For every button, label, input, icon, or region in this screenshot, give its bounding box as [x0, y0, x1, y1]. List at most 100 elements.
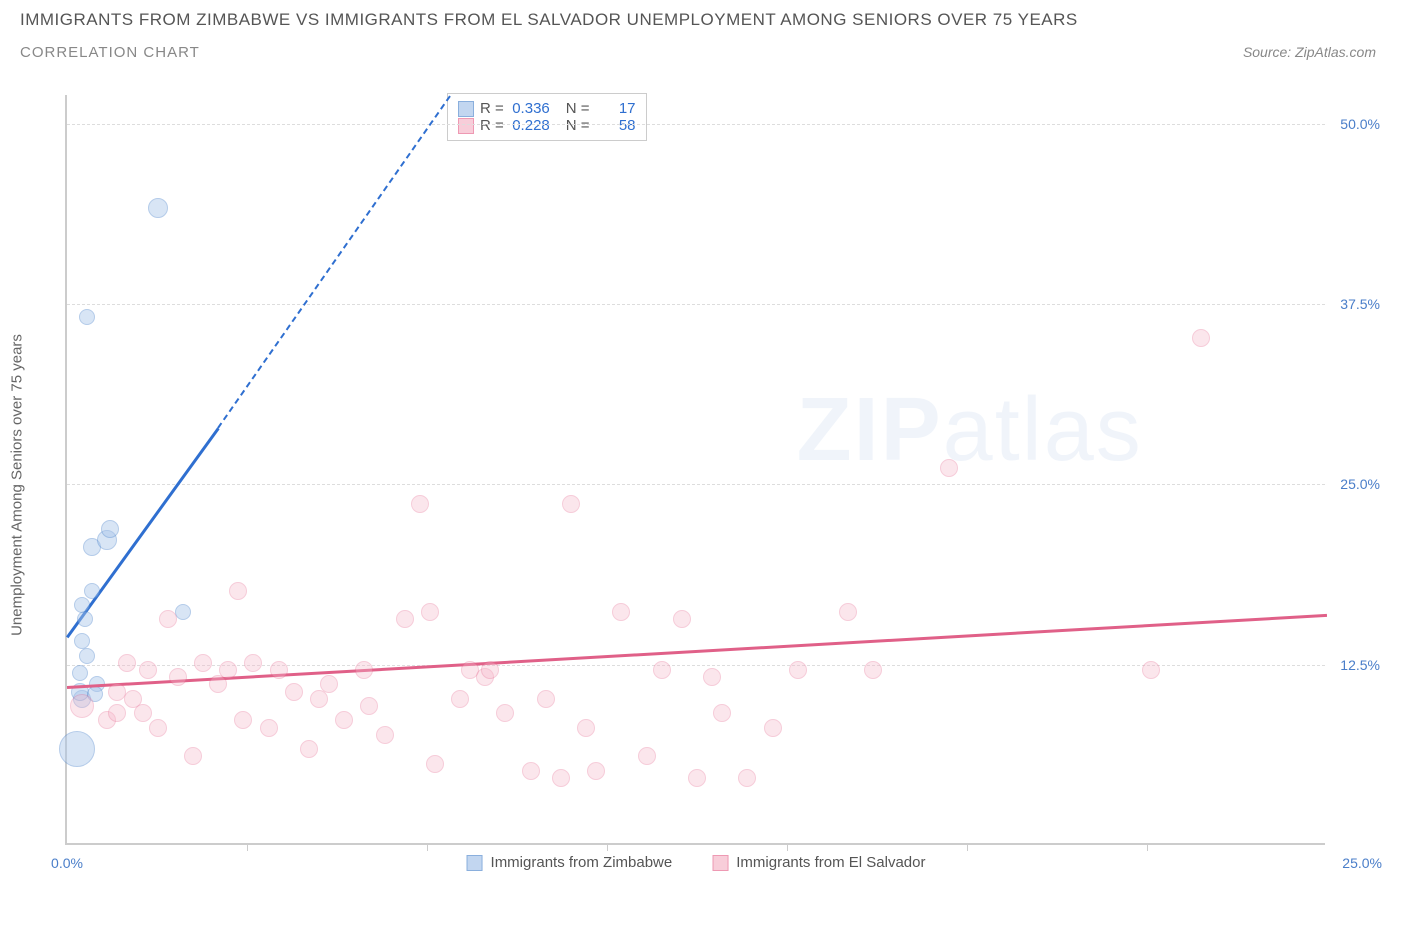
legend-r-label: R = — [480, 100, 504, 117]
data-point — [79, 648, 95, 664]
subtitle-row: CORRELATION CHART Source: ZipAtlas.com — [20, 44, 1386, 61]
data-point — [764, 719, 782, 737]
data-point — [562, 495, 580, 513]
source-name: ZipAtlas.com — [1295, 44, 1376, 60]
data-point — [70, 694, 94, 718]
watermark-atlas: atlas — [943, 380, 1143, 480]
data-point — [537, 690, 555, 708]
data-point — [940, 459, 958, 477]
chart-area: Unemployment Among Seniors over 75 years… — [65, 95, 1385, 875]
legend-n-label: N = — [566, 100, 590, 117]
x-tick — [967, 843, 968, 851]
data-point — [335, 711, 353, 729]
data-point — [713, 704, 731, 722]
x-tick — [427, 843, 428, 851]
data-point — [421, 603, 439, 621]
data-point — [360, 697, 378, 715]
gridline — [67, 484, 1325, 485]
x-tick — [787, 843, 788, 851]
data-point — [169, 668, 187, 686]
gridline — [67, 304, 1325, 305]
data-point — [577, 719, 595, 737]
data-point — [260, 719, 278, 737]
y-tick-label: 37.5% — [1330, 296, 1380, 312]
scatter-plot: ZIPatlas R =0.336N =17R =0.228N =58 Immi… — [65, 95, 1325, 845]
x-tick-label: 0.0% — [51, 855, 83, 871]
data-point — [426, 755, 444, 773]
data-point — [522, 762, 540, 780]
data-point — [839, 603, 857, 621]
legend-swatch — [458, 118, 474, 134]
series-legend: Immigrants from Zimbabwe Immigrants from … — [467, 854, 926, 871]
series-name: Immigrants from El Salvador — [736, 854, 925, 871]
legend-n-label: N = — [566, 117, 590, 134]
data-point — [587, 762, 605, 780]
source-prefix: Source: — [1243, 44, 1295, 60]
data-point — [703, 668, 721, 686]
data-point — [673, 610, 691, 628]
gridline — [67, 124, 1325, 125]
data-point — [552, 769, 570, 787]
data-point — [285, 683, 303, 701]
stats-legend: R = 0.336 N = 17 R = 0.228 N = 58 — [447, 93, 647, 141]
data-point — [300, 740, 318, 758]
chart-header: IMMIGRANTS FROM ZIMBABWE VS IMMIGRANTS F… — [0, 0, 1406, 61]
data-point — [148, 198, 168, 218]
stats-legend-row: R = 0.228 N = 58 — [458, 117, 636, 134]
data-point — [74, 597, 90, 613]
data-point — [159, 610, 177, 628]
series-name: Immigrants from Zimbabwe — [491, 854, 673, 871]
data-point — [1192, 329, 1210, 347]
data-point — [108, 704, 126, 722]
data-point — [108, 683, 126, 701]
data-point — [376, 726, 394, 744]
legend-n-value: 58 — [596, 117, 636, 134]
data-point — [738, 769, 756, 787]
data-point — [84, 583, 100, 599]
data-point — [72, 665, 88, 681]
chart-title: IMMIGRANTS FROM ZIMBABWE VS IMMIGRANTS F… — [20, 10, 1386, 30]
series-legend-item: Immigrants from El Salvador — [712, 854, 925, 871]
data-point — [270, 661, 288, 679]
data-point — [1142, 661, 1160, 679]
x-tick — [1147, 843, 1148, 851]
data-point — [134, 704, 152, 722]
data-point — [219, 661, 237, 679]
data-point — [234, 711, 252, 729]
legend-swatch — [467, 855, 483, 871]
x-tick — [247, 843, 248, 851]
legend-r-value: 0.228 — [510, 117, 550, 134]
watermark-zip: ZIP — [797, 380, 943, 480]
legend-n-value: 17 — [596, 100, 636, 117]
legend-swatch — [712, 855, 728, 871]
data-point — [175, 604, 191, 620]
data-point — [612, 603, 630, 621]
data-point — [244, 654, 262, 672]
source-attribution: Source: ZipAtlas.com — [1243, 44, 1376, 60]
data-point — [451, 690, 469, 708]
legend-swatch — [458, 101, 474, 117]
data-point — [59, 731, 95, 767]
chart-subtitle: CORRELATION CHART — [20, 44, 200, 61]
data-point — [118, 654, 136, 672]
legend-r-label: R = — [480, 117, 504, 134]
data-point — [229, 582, 247, 600]
data-point — [481, 661, 499, 679]
data-point — [653, 661, 671, 679]
x-tick-label: 25.0% — [1342, 855, 1382, 871]
data-point — [688, 769, 706, 787]
data-point — [496, 704, 514, 722]
trend-line — [217, 95, 450, 428]
watermark: ZIPatlas — [797, 379, 1143, 482]
data-point — [194, 654, 212, 672]
data-point — [638, 747, 656, 765]
y-tick-label: 12.5% — [1330, 657, 1380, 673]
legend-r-value: 0.336 — [510, 100, 550, 117]
data-point — [355, 661, 373, 679]
x-tick — [607, 843, 608, 851]
y-axis-label: Unemployment Among Seniors over 75 years — [9, 334, 26, 636]
data-point — [396, 610, 414, 628]
data-point — [789, 661, 807, 679]
series-legend-item: Immigrants from Zimbabwe — [467, 854, 673, 871]
data-point — [411, 495, 429, 513]
